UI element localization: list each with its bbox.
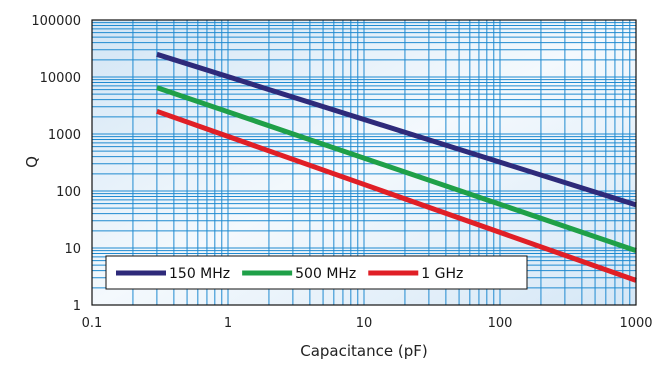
y-tick-label: 10 xyxy=(64,242,81,257)
x-tick-labels: 0.1 1 10 100 1000 xyxy=(82,316,653,331)
y-tick-label: 1000 xyxy=(48,128,81,143)
plot-frame xyxy=(91,19,637,306)
y-tick-label: 10000 xyxy=(40,71,81,86)
series-line xyxy=(156,85,637,253)
x-tick-label: 100 xyxy=(488,316,513,331)
legend-label: 1 GHz xyxy=(421,266,463,282)
legend-box xyxy=(105,255,528,290)
y-axis-title: Q xyxy=(23,156,41,168)
y-tick-label: 100000 xyxy=(31,14,81,29)
y-tick-label: 100 xyxy=(56,185,81,200)
x-tick-label: 10 xyxy=(356,316,373,331)
x-tick-label: 1 xyxy=(224,316,232,331)
series-line xyxy=(156,108,637,283)
series-group xyxy=(156,51,637,283)
y-tick-label: 1 xyxy=(73,299,81,314)
x-tick-label: 0.1 xyxy=(82,316,103,331)
x-axis-title: Capacitance (pF) xyxy=(300,342,427,360)
legend: 150 MHz 500 MHz 1 GHz xyxy=(105,255,528,290)
legend-label: 150 MHz xyxy=(169,266,230,282)
y-tick-labels: 1 10 100 1000 10000 100000 xyxy=(31,14,81,314)
x-tick-label: 1000 xyxy=(619,316,652,331)
legend-label: 500 MHz xyxy=(295,266,356,282)
series-line xyxy=(156,51,637,208)
